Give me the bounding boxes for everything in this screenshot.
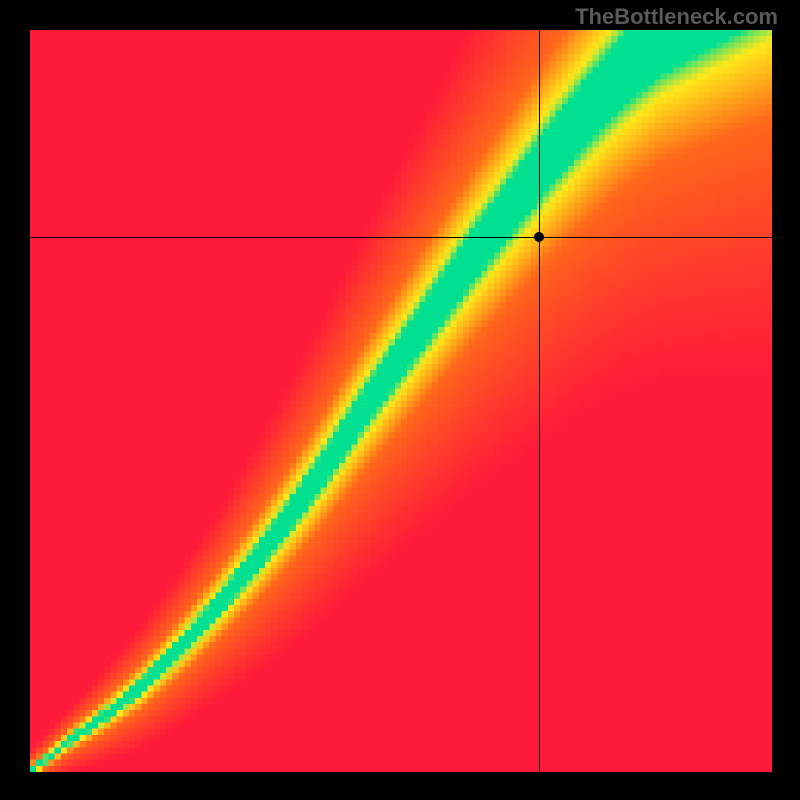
crosshair-vertical [539,30,540,772]
crosshair-marker [534,232,544,242]
watermark-text: TheBottleneck.com [575,4,778,30]
heatmap-canvas [30,30,772,772]
crosshair-horizontal [30,237,772,238]
heatmap-plot [30,30,772,772]
